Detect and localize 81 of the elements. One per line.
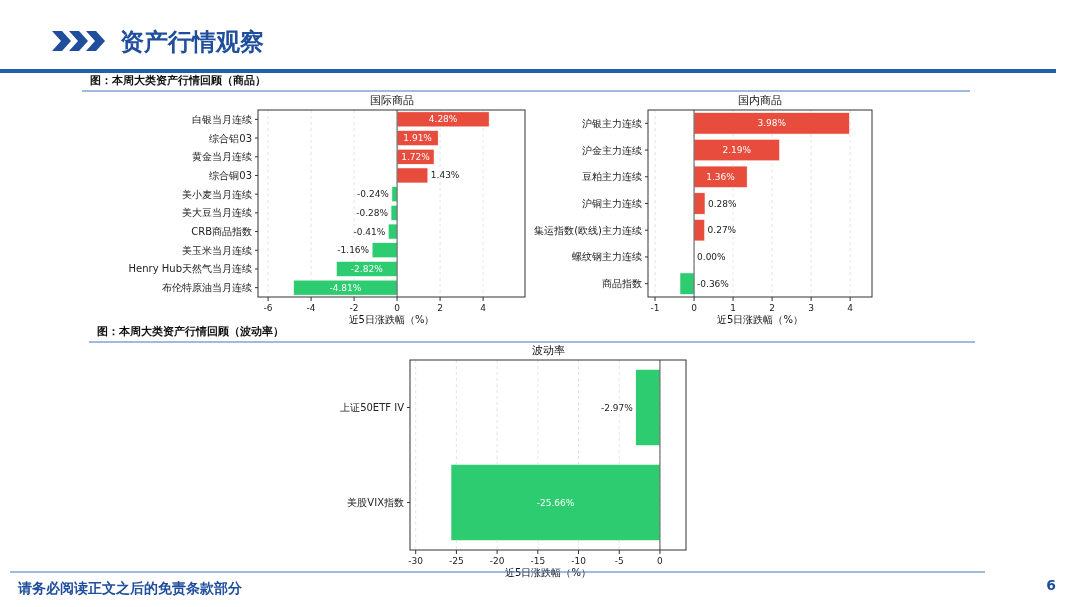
data-label: -0.24%: [357, 189, 390, 200]
data-label: -1.16%: [337, 245, 370, 256]
data-label: -2.97%: [600, 402, 634, 413]
bar: [693, 139, 780, 162]
chart-title: 国际商品: [369, 94, 414, 107]
data-label: 1.43%: [430, 170, 460, 181]
x-tick-label: 1: [730, 303, 736, 313]
x-tick-label: -20: [489, 556, 505, 566]
y-tick-label: 商品指数: [602, 278, 642, 290]
text: 资产行情观察: [120, 28, 264, 56]
text: 请务必阅读正文之后的免责条款部分: [17, 580, 243, 596]
bar: [390, 205, 398, 221]
x-tick-label: -4: [306, 303, 316, 313]
x-axis-title: 近5日涨跌幅（%）: [348, 314, 435, 325]
y-tick-label: 美小麦当月连续: [182, 188, 252, 200]
y-tick-label: 美玉米当月连续: [182, 244, 252, 256]
x-tick-label: -2: [349, 303, 359, 313]
y-tick-label: 综合铜03: [209, 169, 252, 181]
x-tick-label: -5: [614, 556, 624, 566]
x-tick-label: 0: [657, 556, 664, 566]
data-label: 2.19%: [722, 145, 752, 156]
data-label: 0.28%: [707, 198, 738, 209]
bar: [693, 112, 850, 135]
x-tick-label: -25: [449, 556, 464, 566]
bar: [396, 167, 429, 184]
x-tick-label: -6: [263, 303, 273, 313]
y-tick-label: 上证50ETF IV: [340, 402, 405, 413]
bar: [396, 111, 490, 128]
data-label: 1.91%: [403, 133, 433, 144]
x-tick-label: 4: [480, 303, 487, 313]
bar: [693, 165, 748, 188]
bar: [388, 223, 398, 240]
bar: [391, 186, 398, 202]
y-tick-label: 美大豆当月连续: [182, 207, 252, 219]
x-tick-label: -10: [571, 556, 587, 566]
data-label: -4.81%: [329, 282, 362, 293]
x-tick-label: 2: [769, 303, 775, 313]
data-label: -25.66%: [536, 497, 575, 508]
text: 图：本周大类资产行情回顾（波动率）: [97, 325, 284, 338]
chart-title: 波动率: [531, 344, 565, 357]
y-tick-label: 螺纹钢主力连续: [572, 251, 642, 263]
data-label: 4.28%: [428, 114, 458, 125]
x-axis-title: 近5日涨跌幅（%）: [717, 314, 803, 325]
y-tick-label: 白银当月连续: [192, 113, 252, 125]
x-tick-label: -15: [530, 556, 546, 566]
bar: [693, 192, 706, 215]
x-tick-label: 0: [691, 303, 698, 313]
y-tick-label: 美股VIX指数: [347, 497, 404, 508]
x-tick-label: 2: [437, 303, 443, 313]
data-label: -0.36%: [697, 278, 730, 289]
bar: [371, 242, 398, 258]
chart-subtitle: 图：本周大类资产行情回顾（商品）: [90, 74, 266, 87]
x-tick-label: 4: [847, 303, 854, 313]
x-tick-label: 3: [808, 303, 814, 313]
x-tick-label: 0: [394, 303, 401, 313]
y-tick-label: Henry Hub天然气当月连续: [128, 263, 252, 275]
data-label: 1.36%: [706, 171, 736, 182]
y-tick-label: 集运指数(欧线)主力连续: [534, 224, 642, 236]
y-tick-label: 黄金当月连续: [192, 151, 252, 163]
data-label: 1.72%: [401, 151, 431, 162]
chart-title: 国内商品: [738, 94, 782, 107]
data-label: -0.41%: [353, 226, 386, 237]
y-tick-label: CRB商品指数: [191, 226, 252, 238]
text: 6: [1046, 577, 1056, 593]
y-tick-label: 沪铜主力连续: [582, 198, 642, 209]
bar: [293, 279, 398, 296]
x-axis-title: 近5日涨跌幅（%）: [505, 567, 591, 578]
bar: [693, 219, 705, 242]
y-tick-label: 沪金主力连续: [582, 144, 642, 156]
data-label: 0.00%: [697, 251, 727, 262]
y-tick-label: 豆粕主力连续: [582, 171, 642, 183]
y-tick-label: 布伦特原油当月连续: [162, 282, 252, 294]
x-tick-label: -30: [408, 556, 424, 566]
y-tick-label: 综合铝03: [209, 132, 252, 144]
x-tick-label: -1: [650, 303, 660, 313]
data-label: 0.27%: [707, 225, 737, 236]
data-label: -0.28%: [356, 207, 389, 218]
bar: [679, 272, 695, 295]
data-label: -2.82%: [350, 263, 384, 274]
data-label: 3.98%: [757, 118, 787, 129]
y-tick-label: 沪银主力连续: [582, 117, 642, 129]
